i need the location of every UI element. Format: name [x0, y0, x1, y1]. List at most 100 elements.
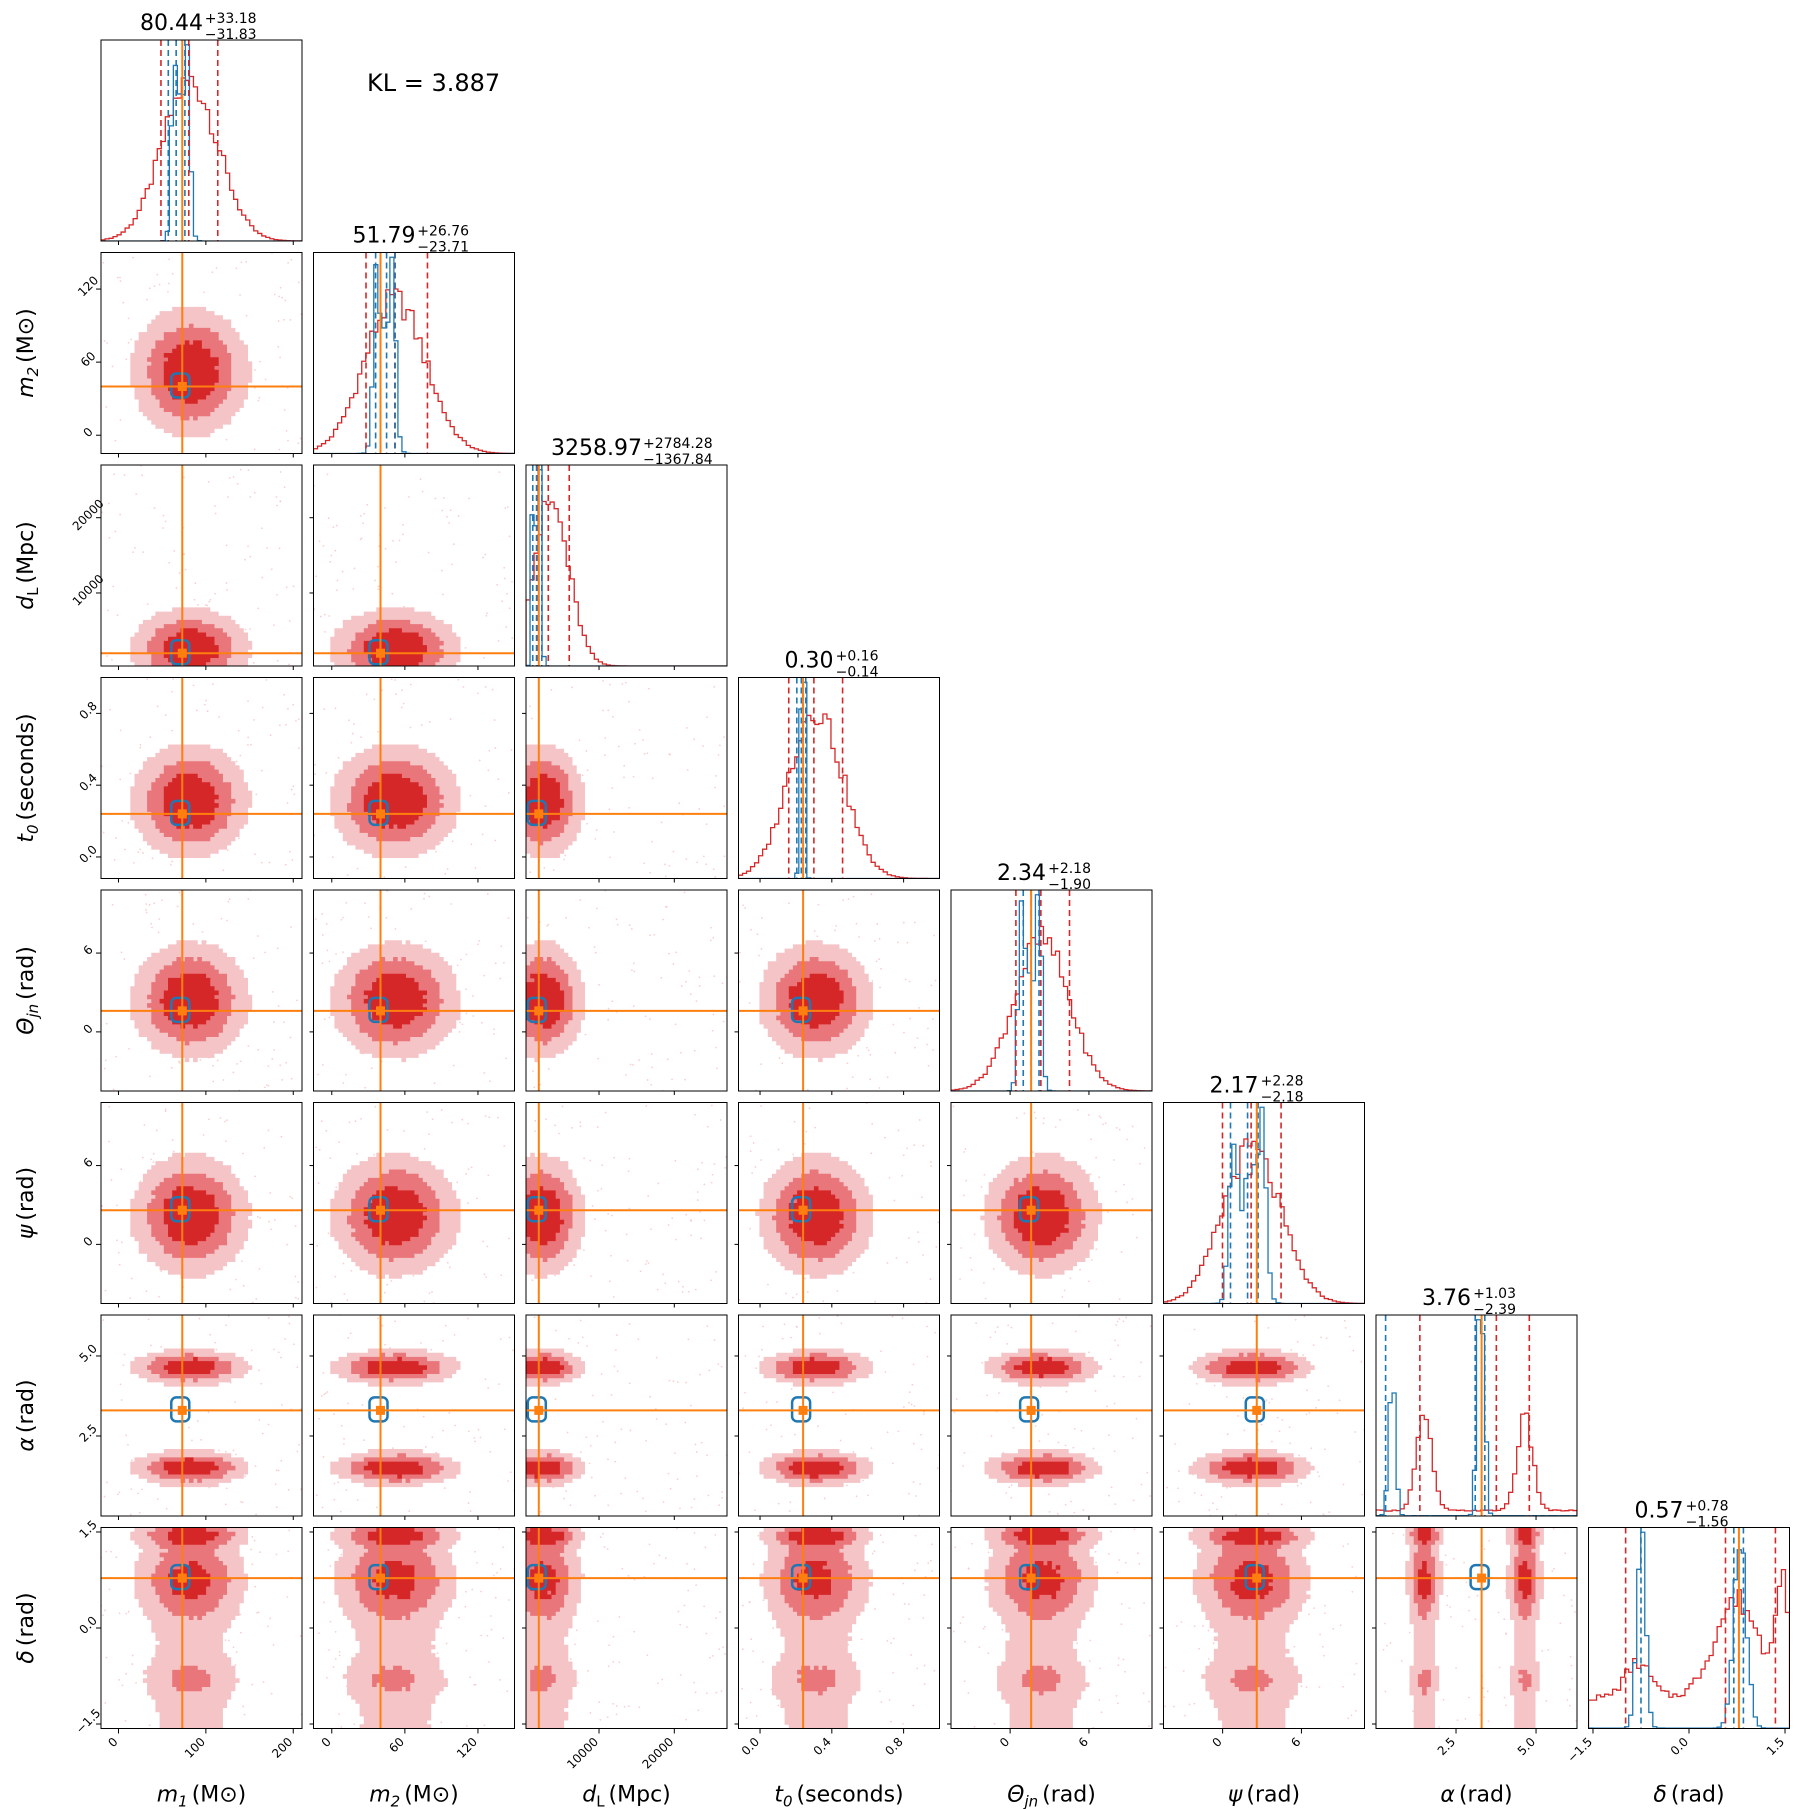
contour-fill-2	[363, 1186, 427, 1246]
x-tick-label-psi-1: 6	[1288, 1735, 1303, 1750]
injected-marker-theta-t0	[798, 1006, 808, 1016]
panel-psi-vs-theta	[951, 1102, 1152, 1304]
panel-delta-vs-t0	[738, 1527, 940, 1729]
panel-frame-6-6	[1375, 1314, 1578, 1517]
contour-fill-2	[1417, 1527, 1532, 1600]
title-alpha: 3.76	[1422, 1286, 1471, 1311]
contour-fill-1	[1209, 1527, 1298, 1692]
x-tick-label-delta-1: 0.0	[1668, 1735, 1691, 1758]
y-axis-label-dL: dL(Mpc)	[14, 521, 42, 610]
panel-theta-vs-dL	[526, 890, 727, 1091]
panel-psi-vs-m1	[101, 1102, 302, 1304]
panel-frame-3-1	[313, 677, 515, 879]
injected-marker-delta-alpha	[1477, 1573, 1487, 1583]
panel-frame-5-3	[738, 1102, 940, 1304]
y-tick-label-m2-0: 0	[81, 425, 96, 440]
histogram-dL-reference	[526, 469, 727, 666]
injected-marker-theta-dL	[534, 1006, 544, 1016]
title-m1-plus: +33.18	[205, 11, 257, 27]
title-theta-plus: +2.18	[1048, 861, 1091, 877]
contour-fill-1	[147, 1527, 236, 1692]
panel-frame-6-2	[525, 1314, 728, 1517]
panel-frame-2-2	[525, 464, 728, 667]
title-delta-median: 0.57	[1635, 1499, 1684, 1524]
panel-theta-vs-m2	[313, 890, 515, 1091]
injected-marker-alpha-t0	[798, 1405, 808, 1415]
injected-marker-theta-m2	[376, 1006, 385, 1016]
panel-theta-vs-t0	[738, 890, 940, 1091]
panel-dL-vs-m1	[101, 465, 302, 666]
injected-marker-alpha-theta	[1026, 1405, 1036, 1415]
contour-fill-1	[1001, 1352, 1086, 1483]
contour-fill-1	[776, 1527, 857, 1696]
panel-frame-3-0	[100, 677, 303, 879]
injected-marker-psi-m1	[177, 1205, 187, 1215]
panel-frame-6-5	[1163, 1314, 1365, 1517]
panel-frame-7-6	[1375, 1527, 1578, 1729]
contour-fill-2	[163, 1356, 219, 1475]
panel-frame-5-2	[525, 1102, 728, 1304]
panel-alpha-vs-dL	[526, 1315, 727, 1516]
x-axis-label-dL: dL (Mpc)	[582, 1783, 671, 1809]
x-tick-label-m2-2: 120	[454, 1735, 480, 1761]
histogram-m1-reference	[101, 44, 302, 241]
panel-frame-5-1	[313, 1102, 515, 1304]
contour-fill-2	[363, 1356, 427, 1479]
title-alpha-plus: +1.03	[1473, 1286, 1516, 1302]
histogram-dL-posterior	[526, 500, 727, 666]
title-psi-plus: +2.28	[1261, 1074, 1304, 1090]
histogram-psi	[1163, 1102, 1365, 1304]
title-theta-minus: −1.90	[1048, 877, 1091, 893]
injected-marker-t0-m2	[376, 809, 385, 819]
contour-fill-2	[788, 1356, 844, 1479]
panel-frame-7-7	[1588, 1527, 1790, 1729]
panel-frame-5-4	[950, 1102, 1153, 1304]
panel-frame-4-2	[525, 889, 728, 1092]
panel-delta-vs-theta	[951, 1527, 1152, 1729]
histogram-t0-posterior	[738, 713, 940, 879]
panel-frame-4-0	[100, 889, 303, 1092]
panel-psi-vs-m2	[313, 1102, 515, 1304]
title-m2-minus: −23.71	[417, 240, 469, 256]
injected-marker-alpha-m1	[177, 1405, 187, 1415]
x-tick-label-m1-2: 200	[269, 1735, 295, 1761]
contour-fill-2	[163, 773, 219, 829]
y-tick-label-delta-2: 1.5	[76, 1517, 99, 1540]
injected-marker-delta-psi	[1252, 1573, 1262, 1583]
panel-frame-5-0	[100, 1102, 303, 1304]
x-tick-label-alpha-1: 5.0	[1515, 1735, 1538, 1758]
histogram-m2-reference	[313, 256, 515, 454]
y-tick-label-t0-1: 0.4	[76, 771, 99, 794]
y-tick-label-t0-0: 0.0	[76, 842, 99, 865]
panel-alpha-vs-m2	[313, 1315, 515, 1516]
injected-marker-psi-dL	[534, 1205, 544, 1215]
title-theta-median: 2.34	[997, 861, 1046, 886]
panel-t0-vs-m1	[101, 677, 302, 879]
x-tick-label-delta-0: −1.5	[1565, 1735, 1596, 1766]
x-tick-label-m2-0: 0	[319, 1735, 334, 1750]
injected-marker-delta-t0	[798, 1573, 808, 1583]
panel-frame-0-0	[100, 39, 303, 242]
panel-frame-6-4	[950, 1314, 1153, 1517]
x-tick-label-t0-0: 0.0	[739, 1735, 762, 1758]
x-axis-label-m1: m1 (M⊙)	[157, 1783, 247, 1809]
injected-marker-alpha-dL	[534, 1405, 544, 1415]
title-m1: 80.44	[140, 11, 203, 36]
histogram-t0	[738, 677, 940, 879]
histogram-m1-posterior	[101, 75, 302, 241]
x-axis-label-alpha: α (rad)	[1440, 1783, 1512, 1808]
contour-fill-1	[351, 1527, 440, 1692]
panel-alpha-vs-m1	[101, 1315, 302, 1516]
panel-frame-6-0	[100, 1314, 303, 1517]
histogram-alpha-posterior	[1376, 1412, 1577, 1516]
kl-divergence-label: KL = 3.887	[367, 69, 500, 97]
panel-t0-vs-dL	[526, 677, 727, 879]
y-tick-label-delta-0: −1.5	[73, 1706, 104, 1737]
x-axis-label-t0: t0 (seconds)	[774, 1783, 903, 1809]
histogram-theta-reference	[951, 894, 1152, 1091]
injected-marker-dL-m1	[177, 648, 187, 658]
injected-marker-t0-dL	[534, 809, 544, 819]
y-tick-label-psi-1: 6	[81, 1155, 96, 1170]
